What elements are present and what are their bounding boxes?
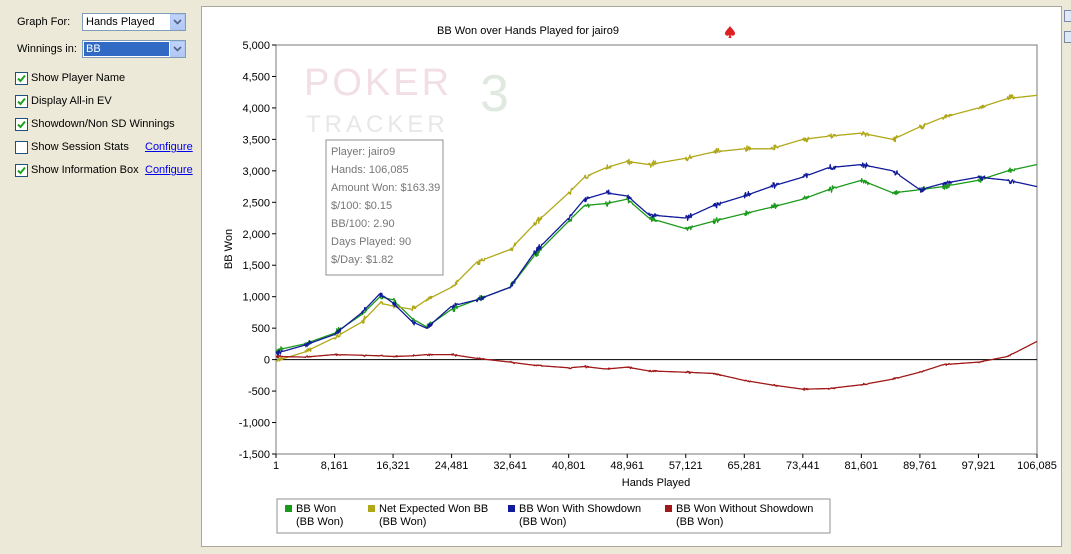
x-tick-label: 16,321 xyxy=(376,460,410,472)
x-tick-label: 73,441 xyxy=(786,460,820,472)
chevron-down-icon[interactable] xyxy=(170,14,185,30)
graph-for-value: Hands Played xyxy=(86,16,155,28)
display-all-in-ev-option[interactable]: Display All-in EV xyxy=(15,93,112,109)
graph-for-label: Graph For: xyxy=(17,16,71,28)
watermark-digit: 3 xyxy=(480,65,509,123)
y-tick-label: 1,500 xyxy=(242,260,270,272)
info-line: $/Day: $1.82 xyxy=(331,254,393,266)
watermark-line2: TRACKER xyxy=(306,111,449,138)
bb-won-chart: POKER 3 TRACKER BB Won over Hands Played… xyxy=(223,25,1057,534)
y-tick-label: 3,500 xyxy=(242,134,270,146)
info-line: Amount Won: $163.39 xyxy=(331,182,440,194)
legend-sublabel: (BB Won) xyxy=(676,516,723,528)
show-player-name-option[interactable]: Show Player Name xyxy=(15,70,125,86)
x-axis: 1 8,161 16,321 24,481 32,641 40,801 48,961 57,1… xyxy=(273,454,1057,472)
series-line xyxy=(275,162,1038,357)
graph-for-select[interactable]: Hands Played xyxy=(82,13,186,31)
x-tick-label: 57,121 xyxy=(669,460,703,472)
graph-settings-panel: Graph For: Hands Played Winnings in: BB … xyxy=(0,0,196,554)
series-line xyxy=(275,163,1038,354)
legend-swatch xyxy=(285,505,292,512)
x-tick-label: 97,921 xyxy=(962,460,996,472)
y-tick-label: 0 xyxy=(264,355,270,367)
y-tick-label: 500 xyxy=(252,323,270,335)
info-line: Player: jairo9 xyxy=(331,146,395,158)
chevron-down-icon[interactable] xyxy=(170,41,185,57)
y-tick-label: -500 xyxy=(248,386,270,398)
show-information-box-checkbox[interactable] xyxy=(15,163,28,177)
legend-swatch xyxy=(368,505,375,512)
x-tick-label: 40,801 xyxy=(552,460,586,472)
y-tick-label: 2,000 xyxy=(242,229,270,241)
y-tick-label: 4,500 xyxy=(242,71,270,83)
chart-legend: BB Won(BB Won)Net Expected Won BB(BB Won… xyxy=(276,498,831,534)
info-line: Hands: 106,085 xyxy=(331,164,409,176)
y-axis-label: BB Won xyxy=(223,229,235,269)
y-tick-label: 3,000 xyxy=(242,166,270,178)
x-tick-label: 32,641 xyxy=(493,460,527,472)
show-session-stats-checkbox[interactable] xyxy=(15,140,28,154)
legend-sublabel: (BB Won) xyxy=(296,516,343,528)
series-lines xyxy=(275,94,1038,391)
winnings-in-label: Winnings in: xyxy=(17,43,77,55)
watermark-line1: POKER xyxy=(304,62,452,104)
x-tick-label: 89,761 xyxy=(903,460,937,472)
series-line xyxy=(275,94,1038,362)
series-line xyxy=(275,340,1038,391)
x-tick-label: 106,085 xyxy=(1017,460,1057,472)
x-tick-label: 48,961 xyxy=(610,460,644,472)
showdown-winnings-option[interactable]: Showdown/Non SD Winnings xyxy=(15,116,175,132)
x-axis-label: Hands Played xyxy=(622,477,691,489)
info-line: BB/100: 2.90 xyxy=(331,218,395,230)
legend-sublabel: (BB Won) xyxy=(519,516,566,528)
x-tick-label: 81,601 xyxy=(845,460,879,472)
x-tick-label: 1 xyxy=(273,460,279,472)
legend-sublabel: (BB Won) xyxy=(379,516,426,528)
display-all-in-ev-checkbox[interactable] xyxy=(15,94,28,108)
zoom-in-button[interactable] xyxy=(1064,10,1071,22)
x-tick-label: 24,481 xyxy=(435,460,469,472)
legend-label: BB Won xyxy=(296,503,336,515)
poker-tracker-watermark: POKER 3 TRACKER xyxy=(304,62,509,138)
chart-panel: POKER 3 TRACKER BB Won over Hands Played… xyxy=(201,6,1062,547)
winnings-in-value: BB xyxy=(84,42,169,56)
zoom-reset-button[interactable] xyxy=(1064,31,1071,43)
legend-label: Net Expected Won BB xyxy=(379,503,488,515)
y-tick-label: 1,000 xyxy=(242,292,270,304)
information-box-configure-link[interactable]: Configure xyxy=(145,164,193,176)
winnings-in-select[interactable]: BB xyxy=(82,40,186,58)
legend-swatch xyxy=(508,505,515,512)
info-line: Days Played: 90 xyxy=(331,236,411,248)
show-information-box-label: Show Information Box xyxy=(31,164,139,176)
legend-label: BB Won Without Showdown xyxy=(676,503,813,515)
plot-area xyxy=(275,44,1038,455)
legend-label: BB Won With Showdown xyxy=(519,503,641,515)
show-information-box-option[interactable]: Show Information Box xyxy=(15,162,139,178)
show-player-name-label: Show Player Name xyxy=(31,72,126,84)
chart-title: BB Won over Hands Played for jairo9 xyxy=(437,25,619,37)
legend-swatch xyxy=(665,505,672,512)
y-tick-label: 2,500 xyxy=(242,197,270,209)
spade-icon xyxy=(725,26,735,38)
info-line: $/100: $0.15 xyxy=(331,200,392,212)
session-stats-configure-link[interactable]: Configure xyxy=(145,141,193,153)
show-session-stats-option[interactable]: Show Session Stats xyxy=(15,139,129,155)
x-tick-label: 8,161 xyxy=(321,460,349,472)
player-info-lines: Player: jairo9 Hands: 106,085 Amount Won: … xyxy=(331,146,440,266)
show-session-stats-label: Show Session Stats xyxy=(31,141,129,153)
legend-items: BB Won(BB Won)Net Expected Won BB(BB Won… xyxy=(285,503,813,528)
y-axis: -1,500 -1,000 -500 0 500 1,000 1,500 2,000 2,500… xyxy=(239,40,276,461)
display-all-in-ev-label: Display All-in EV xyxy=(31,95,112,107)
show-player-name-checkbox[interactable] xyxy=(15,71,28,85)
player-info-box: Player: jairo9 Hands: 106,085 Amount Won: … xyxy=(325,139,444,276)
showdown-winnings-label: Showdown/Non SD Winnings xyxy=(31,118,175,130)
x-tick-label: 65,281 xyxy=(727,460,761,472)
y-tick-label: 5,000 xyxy=(242,40,270,52)
showdown-winnings-checkbox[interactable] xyxy=(15,117,28,131)
y-tick-label: -1,500 xyxy=(239,449,270,461)
y-tick-label: -1,000 xyxy=(239,418,270,430)
y-tick-label: 4,000 xyxy=(242,103,270,115)
